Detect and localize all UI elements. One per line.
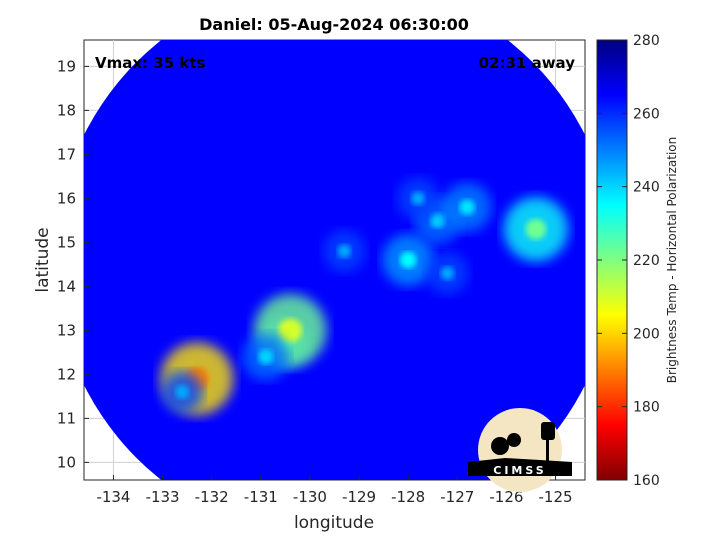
cimss-logo: CIMSS — [468, 408, 572, 492]
feature-core — [337, 244, 352, 258]
colorbar-tick-label: 280 — [633, 33, 660, 49]
x-tick-label: -126 — [489, 488, 523, 506]
x-axis-ticks: -134 -133 -132 -131 -130 -129 -128 -127 -126 -125 — [96, 475, 573, 506]
feature-core — [175, 385, 189, 399]
y-tick-label: 16 — [57, 189, 76, 207]
x-tick-label: -129 — [342, 488, 376, 506]
x-tick-label: -131 — [244, 488, 278, 506]
feature-core — [440, 266, 455, 280]
y-tick-label: 13 — [57, 321, 76, 339]
x-tick-label: -125 — [539, 488, 573, 506]
feature-core — [278, 318, 302, 343]
x-tick-label: -128 — [391, 488, 425, 506]
y-tick-label: 17 — [57, 145, 76, 163]
y-tick-label: 15 — [57, 233, 76, 251]
feature-core — [459, 199, 475, 216]
x-tick-label: -127 — [440, 488, 474, 506]
y-tick-label: 10 — [57, 453, 76, 471]
feature-core — [430, 212, 446, 228]
y-axis-label: latitude — [33, 227, 53, 292]
x-tick-label: -134 — [96, 488, 130, 506]
chart-title: Daniel: 05-Aug-2024 06:30:00 — [199, 15, 469, 34]
x-tick-label: -130 — [293, 488, 327, 506]
x-tick-label: -132 — [195, 488, 229, 506]
y-tick-label: 18 — [57, 101, 76, 119]
colorbar-ticks: 160 180 200 220 240 260 280 — [597, 33, 660, 489]
colorbar-tick-label: 180 — [633, 400, 660, 416]
y-tick-label: 11 — [57, 409, 76, 427]
y-tick-label: 12 — [57, 365, 76, 383]
time-away-annotation: 02:31 away — [479, 54, 576, 72]
colorbar-tick-label: 160 — [633, 473, 660, 489]
y-tick-label: 19 — [57, 57, 76, 75]
feature-layer — [160, 177, 569, 416]
x-tick-label: -133 — [146, 488, 180, 506]
feature-core — [525, 218, 547, 240]
logo-text: CIMSS — [493, 464, 546, 477]
feature-core — [399, 251, 417, 269]
feature-core — [411, 191, 425, 206]
colorbar-tick-label: 260 — [633, 106, 660, 122]
colorbar-label: Brightness Temp - Horizontal Polarizatio… — [665, 137, 679, 384]
vmax-annotation: Vmax: 35 kts — [95, 54, 205, 72]
y-tick-label: 14 — [57, 277, 76, 295]
y-axis-ticks: 10 11 12 13 14 15 16 17 18 19 — [57, 57, 89, 471]
x-axis-label: longitude — [294, 513, 374, 533]
colorbar-tick-label: 220 — [633, 253, 660, 269]
colorbar-tick-label: 240 — [633, 180, 660, 196]
feature-core — [258, 349, 274, 365]
colorbar-tick-label: 200 — [633, 326, 660, 342]
